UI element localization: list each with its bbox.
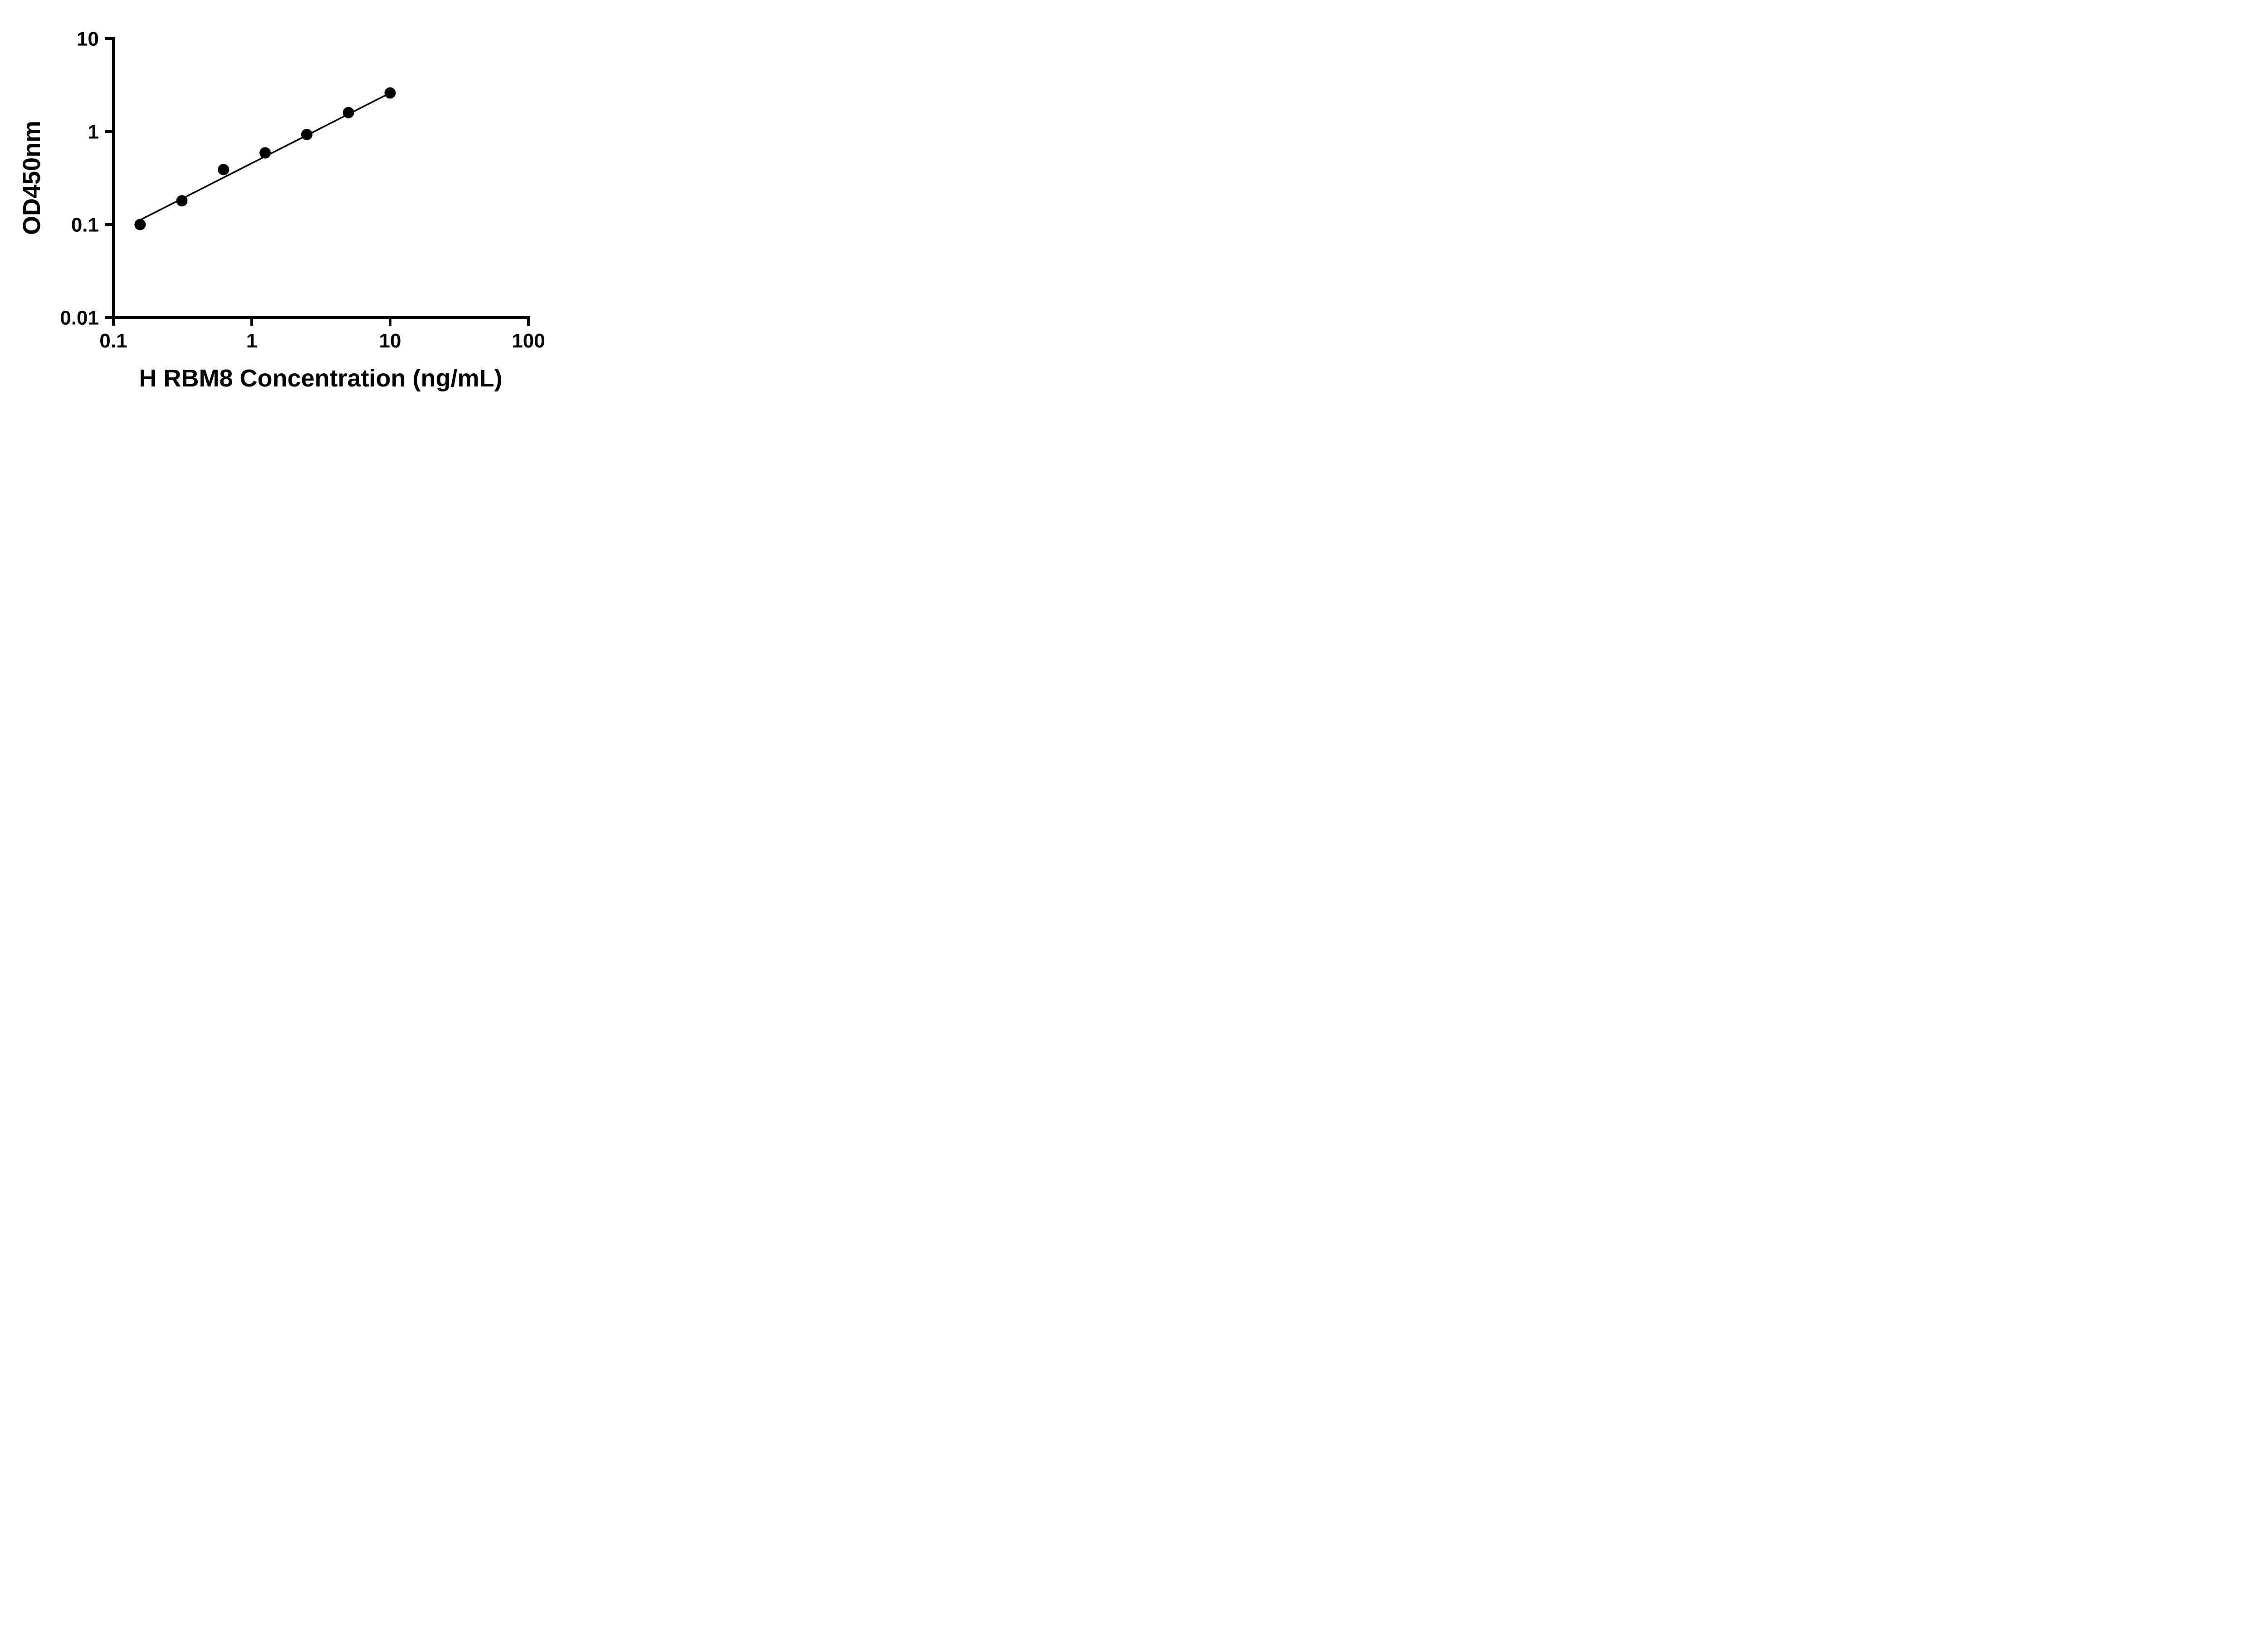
x-tick-label: 1 xyxy=(246,330,257,352)
elisa-standard-curve-figure: 0.01 0.1 1 10 0.1 1 10 100 OD450nm H RBM8 Conce… xyxy=(0,0,581,408)
y-axis-title: OD450nm xyxy=(18,121,45,235)
x-axis-title: H RBM8 Concentration (ng/mL) xyxy=(139,365,503,392)
y-tick-label: 10 xyxy=(77,28,99,50)
x-tick-label: 0.1 xyxy=(99,330,127,352)
axes-lines xyxy=(112,37,530,319)
data-point xyxy=(384,87,396,99)
data-point xyxy=(342,107,354,118)
data-point xyxy=(134,219,146,230)
x-tick-label: 10 xyxy=(379,330,401,352)
data-point xyxy=(218,164,230,176)
data-point xyxy=(176,195,188,207)
y-tick-label: 0.1 xyxy=(71,214,99,236)
data-point xyxy=(259,147,271,159)
y-tick-label: 1 xyxy=(88,121,99,143)
y-tick-label: 0.01 xyxy=(60,307,99,329)
data-point xyxy=(301,128,313,140)
chart-page: 0.01 0.1 1 10 0.1 1 10 100 OD450nm H RBM8 Conce… xyxy=(0,0,581,408)
x-tick-label: 100 xyxy=(512,330,545,352)
